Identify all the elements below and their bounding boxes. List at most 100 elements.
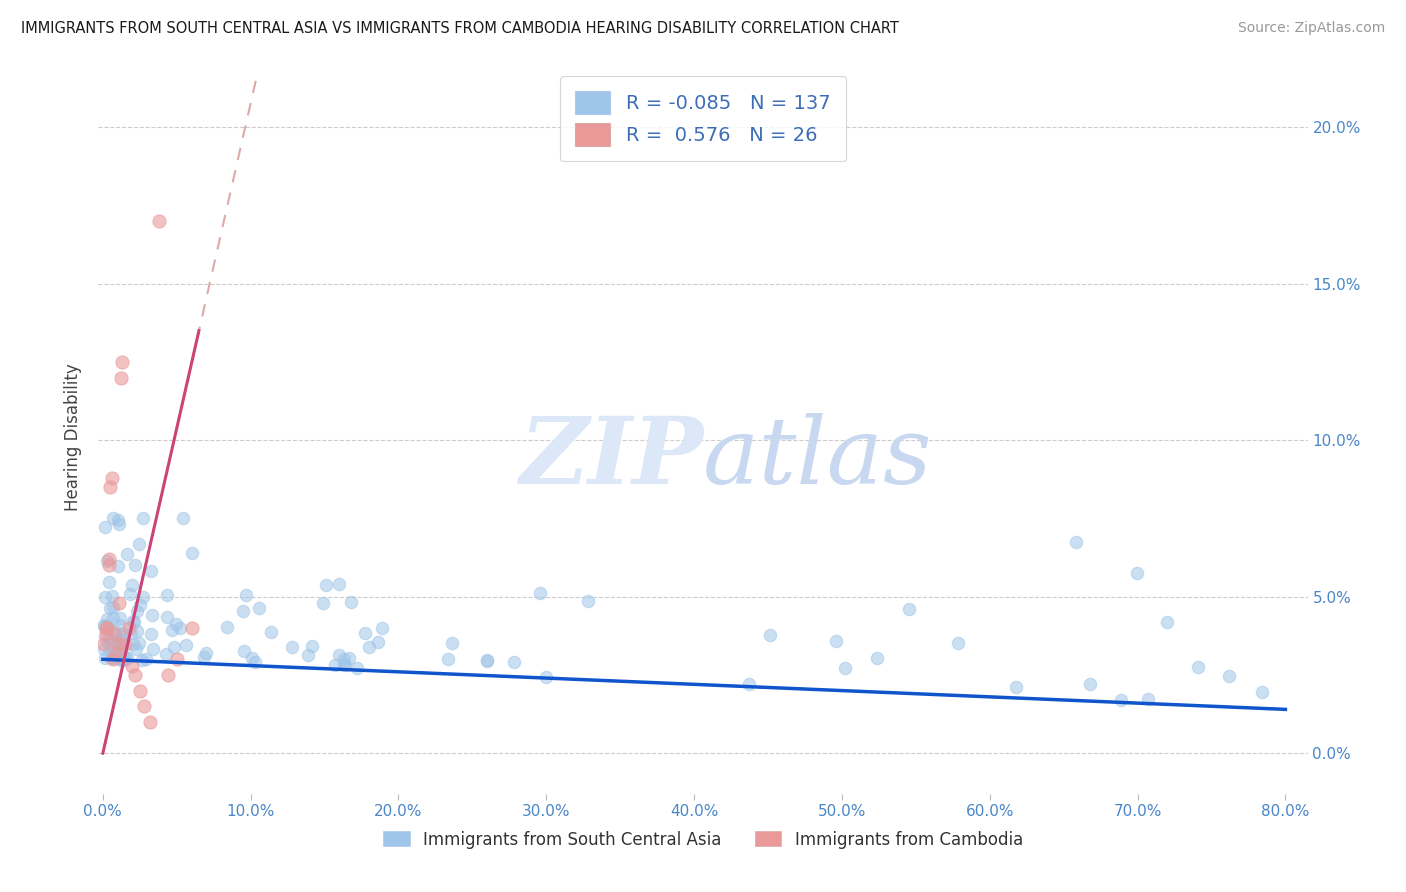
Point [131, 653, 153, 667]
Point [98, 642, 121, 657]
Point [436, 652, 458, 666]
Point [141, 564, 163, 578]
Point [100, 651, 122, 665]
Point [148, 214, 170, 228]
Point [172, 511, 194, 525]
Point [94, 627, 117, 641]
Point [281, 640, 304, 654]
Point [93, 619, 115, 633]
Text: IMMIGRANTS FROM SOUTH CENTRAL ASIA VS IMMIGRANTS FROM CAMBODIA HEARING DISABILIT: IMMIGRANTS FROM SOUTH CENTRAL ASIA VS IM… [21, 21, 898, 36]
Point [104, 648, 127, 662]
Point [141, 607, 163, 622]
Point [121, 658, 143, 673]
Point [163, 640, 186, 655]
Point [110, 370, 132, 384]
Point [115, 651, 138, 665]
Point [107, 644, 129, 658]
Point [105, 646, 128, 660]
Point [108, 640, 131, 655]
Point [101, 647, 124, 661]
Point [1064, 535, 1087, 549]
Point [112, 653, 135, 667]
Point [346, 661, 368, 675]
Point [367, 634, 389, 648]
Point [156, 668, 179, 682]
Point [97, 558, 120, 573]
Point [233, 644, 256, 658]
Point [104, 627, 127, 641]
Point [529, 586, 551, 600]
Point [120, 625, 142, 640]
Point [111, 630, 134, 644]
Point [174, 638, 197, 652]
Point [107, 558, 129, 573]
Point [96, 618, 118, 632]
Point [1004, 681, 1026, 695]
Point [98, 632, 121, 646]
Y-axis label: Hearing Disability: Hearing Disability [65, 363, 83, 511]
Point [260, 625, 283, 640]
Point [121, 578, 143, 592]
Point [104, 624, 127, 638]
Point [758, 628, 780, 642]
Point [323, 658, 346, 673]
Point [97, 636, 120, 650]
Point [180, 621, 202, 635]
Text: ZIP: ZIP [519, 414, 703, 503]
Point [195, 646, 218, 660]
Point [166, 652, 188, 666]
Point [98, 601, 121, 615]
Point [135, 651, 157, 665]
Point [108, 632, 131, 647]
Point [1250, 684, 1272, 698]
Point [232, 604, 254, 618]
Point [101, 611, 124, 625]
Point [297, 648, 319, 662]
Point [110, 632, 132, 647]
Point [132, 511, 155, 525]
Point [315, 578, 337, 592]
Point [96, 621, 118, 635]
Point [125, 641, 148, 656]
Point [155, 647, 177, 661]
Point [181, 546, 204, 560]
Point [328, 648, 350, 663]
Point [108, 611, 131, 625]
Point [156, 610, 179, 624]
Point [340, 595, 363, 609]
Point [866, 650, 889, 665]
Point [125, 624, 148, 638]
Point [169, 621, 191, 635]
Point [93, 618, 115, 632]
Point [132, 591, 155, 605]
Point [93, 651, 115, 665]
Point [1218, 669, 1240, 683]
Point [111, 355, 134, 369]
Point [475, 654, 498, 668]
Point [103, 511, 125, 525]
Point [1156, 615, 1178, 629]
Point [1109, 693, 1132, 707]
Point [107, 637, 129, 651]
Point [122, 614, 145, 628]
Point [104, 640, 127, 655]
Point [101, 600, 124, 615]
Point [897, 601, 920, 615]
Point [101, 624, 124, 639]
Point [112, 652, 135, 666]
Point [94, 591, 117, 605]
Point [128, 683, 150, 698]
Point [1078, 676, 1101, 690]
Point [166, 617, 188, 632]
Point [97, 575, 120, 590]
Point [160, 623, 183, 637]
Point [193, 649, 215, 664]
Point [243, 655, 266, 669]
Point [139, 714, 162, 729]
Point [94, 520, 117, 534]
Point [156, 588, 179, 602]
Point [108, 639, 131, 653]
Point [93, 637, 115, 651]
Point [94, 621, 117, 635]
Point [217, 620, 239, 634]
